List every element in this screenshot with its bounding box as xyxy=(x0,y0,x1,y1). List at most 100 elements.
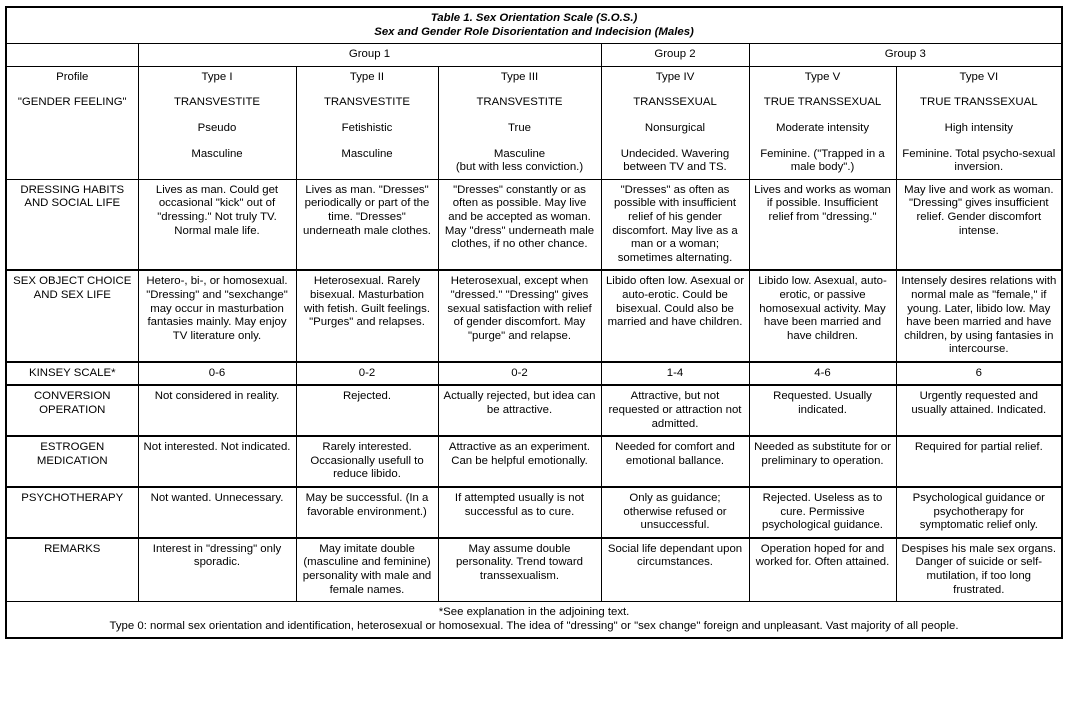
profile-gender-feeling: Undecided. Wavering between TV and TS. xyxy=(620,147,730,174)
profile-category: TRANSVESTITE xyxy=(323,96,411,109)
row-cell: Not considered in reality. xyxy=(137,384,297,438)
row-cell: Rejected. xyxy=(295,384,439,438)
table-row-dressing-habits: DRESSING HABITS AND SOCIAL LIFE Lives as… xyxy=(5,178,1063,272)
row-cell: 1-4 xyxy=(600,361,750,387)
profile-cell-type-2: Type II TRANSVESTITE Fetishistic Masculi… xyxy=(295,65,439,180)
profile-type: Type IV xyxy=(655,70,695,83)
profile-type: Type V xyxy=(804,70,841,83)
row-label: PSYCHOTHERAPY xyxy=(5,486,139,539)
row-label: KINSEY SCALE* xyxy=(5,361,139,387)
profile-qualifier: High intensity xyxy=(944,121,1013,134)
row-cell: Psychological guidance or psychotherapy … xyxy=(895,486,1063,539)
row-cell: Interest in "dressing" only sporadic. xyxy=(137,537,297,603)
row-label: CONVERSION OPERATION xyxy=(5,384,139,438)
profile-gender-feeling: Feminine. Total psycho-sexual inversion. xyxy=(902,147,1056,174)
profile-qualifier: Nonsurgical xyxy=(644,121,706,134)
row-cell: Attractive as an experiment. Can be help… xyxy=(437,435,602,489)
row-cell: 0-6 xyxy=(137,361,297,387)
profile-cell-type-1: Type I TRANSVESTITE Pseudo Masculine xyxy=(137,65,297,180)
row-cell: Libido often low. Asexual or auto-erotic… xyxy=(600,269,750,363)
profile-cell-type-3: Type III TRANSVESTITE True Masculine (bu… xyxy=(437,65,602,180)
row-cell: If attempted usually is not successful a… xyxy=(437,486,602,539)
row-cell: Lives as man. Could get occasional "kick… xyxy=(137,178,297,272)
row-cell: Lives and works as woman if possible. In… xyxy=(748,178,897,272)
row-label: DRESSING HABITS AND SOCIAL LIFE xyxy=(5,178,139,272)
row-cell: 6 xyxy=(895,361,1063,387)
row-cell: 0-2 xyxy=(295,361,439,387)
profile-cell-type-5: Type V TRUE TRANSSEXUAL Moderate intensi… xyxy=(748,65,897,180)
row-cell: Intensely desires relations with normal … xyxy=(895,269,1063,363)
profile-category: TRANSVESTITE xyxy=(476,96,563,109)
profile-category: TRANSSEXUAL xyxy=(633,96,717,109)
table-row-sex-object-choice: SEX OBJECT CHOICE AND SEX LIFE Hetero-, … xyxy=(5,269,1063,363)
profile-gender-feeling: Masculine xyxy=(341,147,393,160)
sos-table: Table 1. Sex Orientation Scale (S.O.S.) … xyxy=(5,6,1064,640)
table-title-row: Table 1. Sex Orientation Scale (S.O.S.) … xyxy=(5,6,1063,45)
profile-type: Type II xyxy=(349,70,385,83)
row-cell: Operation hoped for and worked for. Ofte… xyxy=(748,537,897,603)
row-cell: Rejected. Useless as to cure. Permissive… xyxy=(748,486,897,539)
group-header-blank xyxy=(5,43,139,67)
row-cell: Required for partial relief. xyxy=(895,435,1063,489)
profile-category: TRUE TRANSSEXUAL xyxy=(763,96,882,109)
profile-cell-type-4: Type IV TRANSSEXUAL Nonsurgical Undecide… xyxy=(600,65,750,180)
group-header-row: Group 1 Group 2 Group 3 xyxy=(5,43,1063,67)
table-row-kinsey-scale: KINSEY SCALE* 0-6 0-2 0-2 1-4 4-6 6 xyxy=(5,361,1063,387)
table-title-line-2: Sex and Gender Role Disorientation and I… xyxy=(374,25,694,38)
profile-gender-feeling: Feminine. ("Trapped in a male body".) xyxy=(760,147,885,174)
row-cell: Heterosexual. Rarely bisexual. Masturbat… xyxy=(295,269,439,363)
row-cell: Rarely interested. Occasionally usefull … xyxy=(295,435,439,489)
row-label: SEX OBJECT CHOICE AND SEX LIFE xyxy=(5,269,139,363)
profile-row: Profile "GENDER FEELING" Type I TRANSVES… xyxy=(5,65,1063,180)
row-cell: Attractive, but not requested or attract… xyxy=(600,384,750,438)
row-cell: Lives as man. "Dresses" periodically or … xyxy=(295,178,439,272)
row-cell: Needed as substitute for or preliminary … xyxy=(748,435,897,489)
row-cell: 0-2 xyxy=(437,361,602,387)
row-cell: Not interested. Not indicated. xyxy=(137,435,297,489)
row-label: REMARKS xyxy=(5,537,139,603)
row-cell: Hetero-, bi-, or homosexual. "Dressing" … xyxy=(137,269,297,363)
profile-type: Type I xyxy=(201,70,233,83)
row-cell: May imitate double (masculine and femini… xyxy=(295,537,439,603)
profile-gender-feeling: Masculine xyxy=(191,147,243,160)
profile-qualifier: Moderate intensity xyxy=(775,121,870,134)
row-cell: Only as guidance; otherwise refused or u… xyxy=(600,486,750,539)
row-cell: Libido low. Asexual, auto-erotic, or pas… xyxy=(748,269,897,363)
profile-type: Type III xyxy=(500,70,539,83)
row-cell: "Dresses" as often as possible with insu… xyxy=(600,178,750,272)
row-cell: Heterosexual, except when "dressed." "Dr… xyxy=(437,269,602,363)
table-row-estrogen-medication: ESTROGEN MEDICATION Not interested. Not … xyxy=(5,435,1063,489)
table-footnote-row: *See explanation in the adjoining text. … xyxy=(5,601,1063,639)
row-cell: "Dresses" constantly or as often as poss… xyxy=(437,178,602,272)
row-cell: Despises his male sex organs. Danger of … xyxy=(895,537,1063,603)
row-cell: May live and work as woman. "Dressing" g… xyxy=(895,178,1063,272)
profile-gender-feeling: Masculine (but with less conviction.) xyxy=(455,147,584,174)
row-cell: Social life dependant upon circumstances… xyxy=(600,537,750,603)
row-cell: Not wanted. Unnecessary. xyxy=(137,486,297,539)
row-label: ESTROGEN MEDICATION xyxy=(5,435,139,489)
profile-type: Type VI xyxy=(959,70,999,83)
profile-label-line-2: "GENDER FEELING" xyxy=(17,96,127,109)
row-cell: 4-6 xyxy=(748,361,897,387)
profile-qualifier: True xyxy=(508,121,531,134)
table-title-cell: Table 1. Sex Orientation Scale (S.O.S.) … xyxy=(5,6,1063,45)
profile-label-line-1: Profile xyxy=(56,70,89,83)
table-footnotes: *See explanation in the adjoining text. … xyxy=(5,601,1063,639)
table-row-psychotherapy: PSYCHOTHERAPY Not wanted. Unnecessary. M… xyxy=(5,486,1063,539)
row-cell: May assume double personality. Trend tow… xyxy=(437,537,602,603)
row-cell: Actually rejected, but idea can be attra… xyxy=(437,384,602,438)
row-cell: Urgently requested and usually attained.… xyxy=(895,384,1063,438)
row-cell: May be successful. (In a favorable envir… xyxy=(295,486,439,539)
row-cell: Requested. Usually indicated. xyxy=(748,384,897,438)
group-header-group-2: Group 2 xyxy=(600,43,750,67)
profile-row-label: Profile "GENDER FEELING" xyxy=(5,65,139,180)
table-row-conversion-operation: CONVERSION OPERATION Not considered in r… xyxy=(5,384,1063,438)
table-title-line-1: Table 1. Sex Orientation Scale (S.O.S.) xyxy=(430,12,638,24)
profile-qualifier: Pseudo xyxy=(197,121,237,134)
footnote-line-1: *See explanation in the adjoining text. xyxy=(438,606,630,619)
profile-category: TRANSVESTITE xyxy=(173,96,261,109)
group-header-group-3: Group 3 xyxy=(748,43,1063,67)
profile-cell-type-6: Type VI TRUE TRANSSEXUAL High intensity … xyxy=(895,65,1063,180)
row-cell: Needed for comfort and emotional ballanc… xyxy=(600,435,750,489)
